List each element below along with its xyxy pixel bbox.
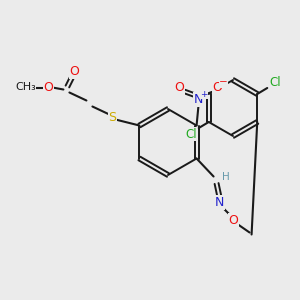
- Text: CH₃: CH₃: [15, 82, 36, 92]
- Text: S: S: [108, 111, 116, 124]
- Text: H: H: [222, 172, 230, 182]
- Text: O: O: [70, 65, 80, 78]
- Text: O: O: [175, 81, 184, 94]
- Text: N: N: [194, 93, 203, 106]
- Text: N: N: [215, 196, 224, 209]
- Text: Cl: Cl: [269, 76, 281, 88]
- Text: +: +: [200, 90, 208, 99]
- Text: −: −: [219, 77, 228, 88]
- Text: O: O: [229, 214, 238, 227]
- Text: Cl: Cl: [185, 128, 197, 140]
- Text: O: O: [44, 81, 53, 94]
- Text: O: O: [213, 81, 223, 94]
